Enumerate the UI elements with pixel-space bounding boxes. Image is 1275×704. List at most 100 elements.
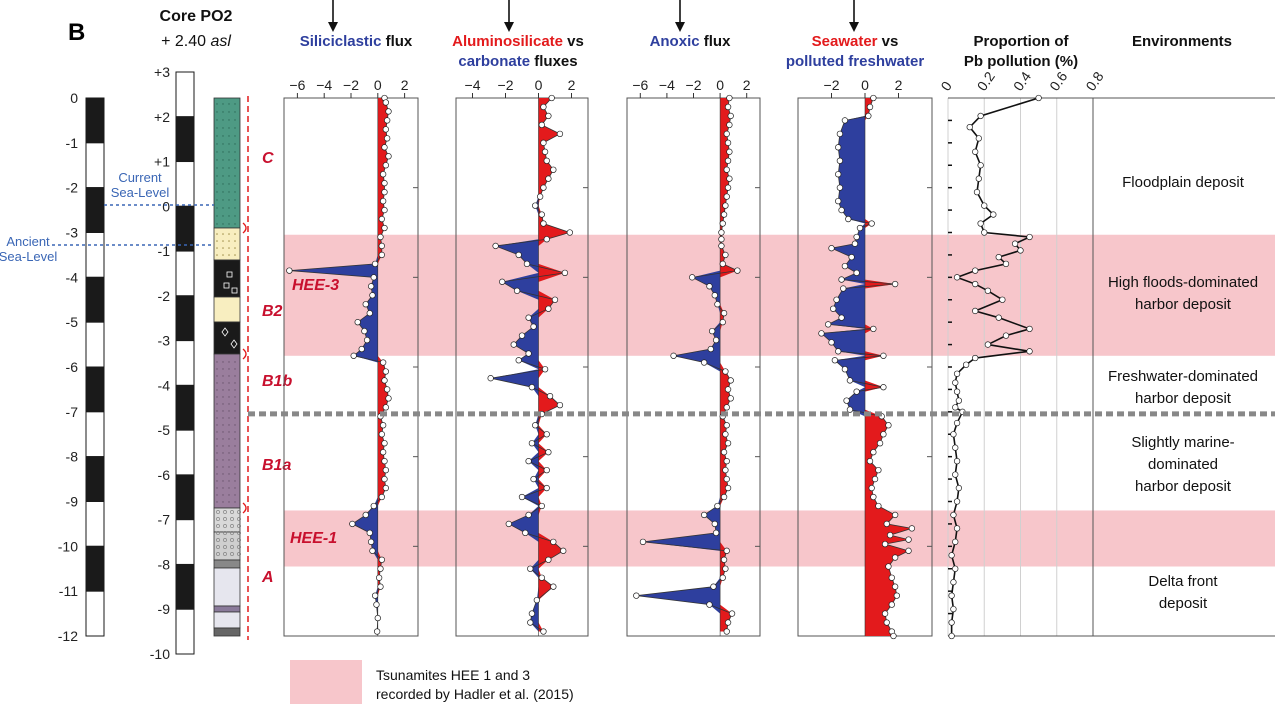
x-tick-label: 2 <box>743 77 751 93</box>
data-point <box>525 511 532 519</box>
pb-data-point <box>1002 332 1010 339</box>
depth-tick-label: -6 <box>66 359 79 375</box>
pb-header: Proportion of <box>974 33 1070 50</box>
lithology-dot <box>222 199 224 201</box>
lithology-dot <box>222 424 224 426</box>
data-point <box>377 565 384 572</box>
data-point <box>830 305 837 312</box>
data-point <box>545 449 552 456</box>
data-point <box>358 345 365 353</box>
pb-data-point <box>952 379 959 386</box>
lithology-dot <box>216 247 218 249</box>
core-tick-label: +3 <box>154 64 170 80</box>
data-point <box>525 350 532 357</box>
data-point <box>382 466 389 474</box>
data-point <box>723 422 730 429</box>
data-point <box>890 632 897 640</box>
data-point <box>883 619 890 626</box>
data-point <box>528 610 536 617</box>
lithology-dot <box>222 389 224 391</box>
hee-1-label: HEE-1 <box>290 530 337 547</box>
data-point <box>727 112 734 120</box>
data-point <box>385 108 392 115</box>
pb-data-point <box>995 314 1002 321</box>
lithology-dot <box>234 254 236 256</box>
data-point <box>875 502 882 510</box>
header-segment: Siliciclastic <box>300 33 382 50</box>
data-point <box>724 386 732 393</box>
lithology-dot <box>234 111 236 113</box>
lithology-pebble <box>237 510 241 514</box>
data-point <box>361 327 368 335</box>
lithology-dot <box>222 135 224 137</box>
lithology-dot <box>222 207 224 209</box>
lithology-layer <box>213 559 241 569</box>
data-point <box>831 357 838 364</box>
core-tick-label: -3 <box>158 333 171 349</box>
environment-label: deposit <box>1159 595 1208 612</box>
pb-tick-label: 0 <box>937 78 955 94</box>
lithology-dot <box>222 175 224 177</box>
lithology-dot <box>234 240 236 242</box>
core-tick-label: -8 <box>158 556 171 572</box>
x-tick-label: −4 <box>465 77 481 93</box>
core-bar-segment <box>175 429 195 476</box>
data-point <box>530 323 537 330</box>
lithology-dot <box>216 175 218 177</box>
data-point <box>846 406 854 413</box>
data-point <box>724 440 732 447</box>
lithology-dot <box>228 207 230 209</box>
data-point <box>853 388 860 395</box>
lithology-dot <box>216 127 218 129</box>
pb-data-point <box>952 565 959 572</box>
lithology-square <box>231 287 238 294</box>
data-point <box>711 520 718 528</box>
data-point <box>550 538 557 545</box>
lithology-dot <box>222 247 224 249</box>
data-point <box>367 283 375 290</box>
data-point <box>710 583 717 590</box>
pb-data-point <box>952 444 959 451</box>
unit-label-c: C <box>262 150 274 167</box>
lithology-dot <box>216 240 218 242</box>
lithology-dot <box>222 466 224 468</box>
depth-bar-segment <box>85 545 105 592</box>
lithology-dot <box>228 494 230 496</box>
pb-data-point <box>977 162 984 169</box>
environment-label: harbor deposit <box>1135 390 1232 407</box>
pb-data-point <box>977 220 984 227</box>
lithology-dot <box>216 183 218 185</box>
pb-data-point <box>1017 247 1024 254</box>
data-point <box>362 301 369 308</box>
lithology-pebble <box>216 531 220 535</box>
pb-tick-label: 0.4 <box>1010 68 1034 93</box>
lithology-pebble <box>223 538 227 542</box>
lithology-pebble <box>216 538 220 542</box>
x-tick-label: 2 <box>568 77 576 93</box>
lithology-dot <box>228 431 230 433</box>
data-point <box>722 431 729 438</box>
legend: Tsunamites HEE 1 and 3 recorded by Hadler… <box>290 660 574 704</box>
lithology-dot <box>216 254 218 256</box>
lithology-dot <box>234 199 236 201</box>
lithology-dot <box>234 119 236 121</box>
data-point <box>561 269 569 277</box>
data-point <box>487 375 494 382</box>
data-point <box>734 267 741 274</box>
data-point <box>374 614 381 622</box>
pb-data-point <box>948 552 955 559</box>
lithology-dot <box>234 403 236 405</box>
lithology-dot <box>228 247 230 249</box>
arrow-head <box>504 22 514 32</box>
data-point <box>720 211 728 218</box>
lithology-dot <box>228 480 230 482</box>
core-elevation-prefix: + 2.40 <box>161 33 210 50</box>
lithology-dot <box>234 494 236 496</box>
data-point <box>870 94 877 102</box>
pb-data-point <box>972 148 979 155</box>
data-point <box>866 458 874 465</box>
data-point <box>370 502 377 510</box>
depth-bar-segment <box>85 142 105 189</box>
lithology-dot <box>234 501 236 503</box>
